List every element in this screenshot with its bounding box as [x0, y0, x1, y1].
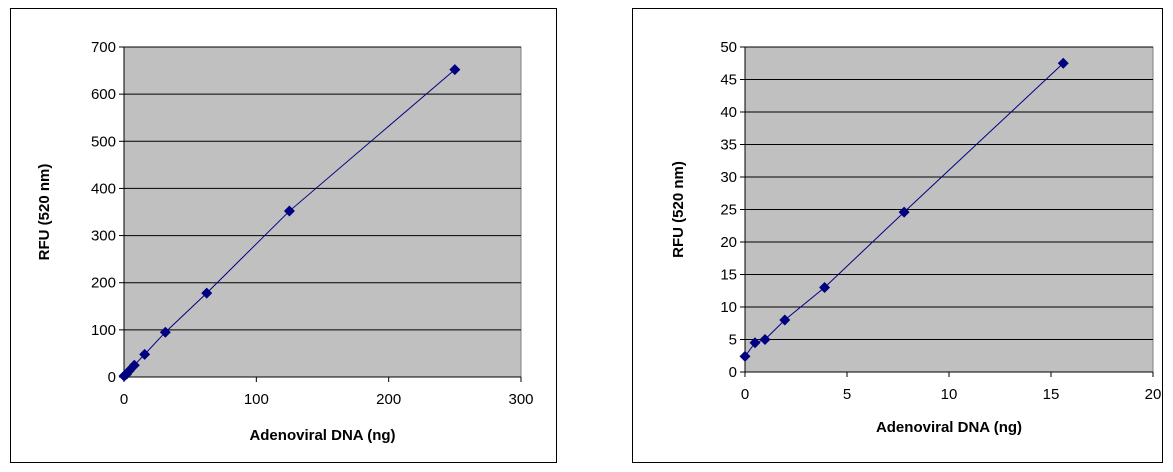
data-point: [749, 337, 761, 349]
y-tick-label: 5: [729, 332, 737, 349]
x-axis-title: Adenoviral DNA (ng): [249, 427, 395, 444]
y-axis-title: RFU (520 nm): [36, 164, 53, 261]
y-tick-label: 10: [720, 299, 737, 316]
y-tick-label: 20: [720, 234, 737, 251]
y-tick-label: 400: [91, 180, 116, 197]
chart-panel-left: 0 100 200 300 400 500 600 700 0 100 200 300 Adenovir…: [10, 8, 557, 463]
y-axis-title: RFU (520 nm): [670, 161, 687, 258]
data-point: [1057, 57, 1069, 69]
data-point: [201, 287, 213, 299]
x-tick-label: 10: [941, 386, 958, 403]
x-axis-title: Adenoviral DNA (ng): [876, 419, 1022, 436]
x-tick-label: 20: [1145, 386, 1162, 403]
y-tick-label: 200: [91, 275, 116, 292]
plot-area: [123, 46, 522, 378]
data-point: [159, 326, 171, 338]
x-tick-label: 300: [508, 391, 533, 408]
y-tick-label: 40: [720, 104, 737, 121]
data-point: [759, 334, 771, 345]
chart-panel-right: 0 5 10 15 20 25 30 35 40 45 50 0 5 10 15 20 Adenoviral D…: [632, 8, 1163, 463]
y-tick-label: 0: [108, 369, 116, 386]
y-tick-label: 15: [720, 267, 737, 284]
x-tick-label: 5: [843, 386, 851, 403]
x-tick-label: 0: [120, 391, 128, 408]
data-point: [819, 282, 831, 293]
y-tick-label: 30: [720, 169, 737, 186]
chart-svg-right: 0 5 10 15 20 25 30 35 40 45 50 0 5 10 15 20 Adenoviral D…: [670, 39, 1162, 436]
data-point: [898, 206, 910, 218]
y-tick-label: 600: [91, 86, 116, 103]
data-point: [139, 348, 151, 360]
y-tick-label: 500: [91, 133, 116, 150]
data-point: [449, 64, 461, 76]
y-tick-label: 100: [91, 322, 116, 339]
data-point: [128, 359, 140, 371]
data-point: [779, 314, 791, 326]
x-tick-label: 200: [376, 391, 401, 408]
x-tick-label: 0: [741, 386, 749, 403]
data-point: [283, 205, 295, 217]
y-tick-label: 45: [720, 72, 737, 89]
y-tick-label: 35: [720, 137, 737, 154]
y-tick-label: 0: [729, 364, 737, 381]
data-point: [123, 365, 135, 377]
chart-svg-left: 0 100 200 300 400 500 600 700 0 100 200 300 Adenovir…: [36, 39, 534, 444]
y-tick-label: 300: [91, 228, 116, 245]
data-point: [739, 350, 751, 362]
y-tick-label: 700: [91, 39, 116, 56]
y-tick-label: 50: [720, 39, 737, 56]
y-tick-label: 25: [720, 202, 737, 219]
x-tick-label: 100: [244, 391, 269, 408]
data-point: [121, 368, 133, 380]
x-tick-label: 15: [1043, 386, 1060, 403]
